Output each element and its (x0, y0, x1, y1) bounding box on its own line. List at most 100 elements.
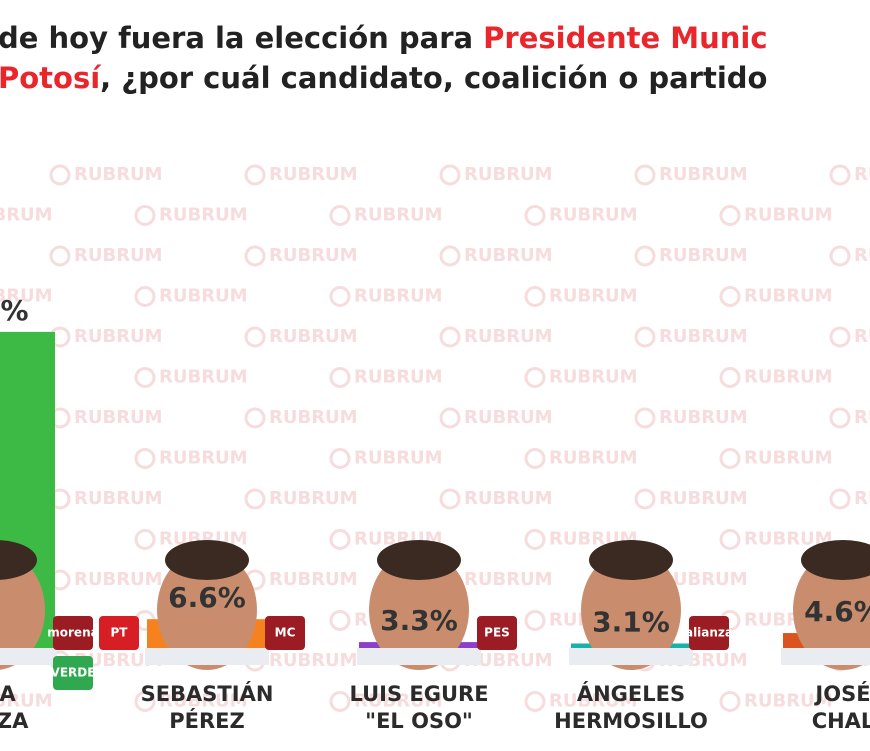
watermark-icon (134, 529, 156, 550)
candidate-name: JOSÉ CHAL (812, 681, 870, 733)
watermark: RUBRUM (659, 164, 748, 185)
watermark: RUBRUM (159, 286, 248, 307)
watermark: RUBRUM (74, 488, 163, 509)
value-label: 3.3% (380, 604, 458, 637)
candidate-photo (0, 550, 45, 670)
title-line: Potosí, ¿por cuál candidato, coalición o… (0, 61, 767, 95)
watermark: RUBRUM (159, 205, 248, 226)
watermark-icon (719, 529, 741, 550)
watermark-icon (524, 529, 546, 550)
watermark: RUBRUM (659, 407, 748, 428)
watermark-icon (634, 326, 656, 348)
watermark-icon (439, 245, 461, 267)
candidate-shirt (0, 648, 57, 665)
watermark: RUBRUM (464, 326, 553, 347)
watermark: RUBRUM (549, 367, 638, 388)
watermark: RUBRUM (0, 205, 53, 226)
watermark: RUBRUM (659, 569, 748, 590)
watermark: RUBRUM (74, 650, 163, 671)
value-label: 4.6% (804, 595, 870, 628)
watermark-icon (719, 367, 741, 388)
watermark-icon (134, 367, 156, 388)
watermark-icon (829, 488, 851, 510)
watermark: RUBRUM (269, 488, 358, 509)
candidate-shirt (145, 648, 269, 665)
watermark-icon (719, 286, 741, 307)
watermark: RUBRUM (854, 488, 870, 509)
watermark: RUBRUM (744, 286, 833, 307)
candidate-photo (581, 550, 681, 670)
watermark-icon (524, 691, 546, 712)
watermark-icon (719, 691, 741, 712)
watermark-icon (524, 367, 546, 388)
watermark: RUBRUM (74, 164, 163, 185)
party-logo (53, 656, 93, 690)
watermark: RUBRUM (269, 650, 358, 671)
watermark-icon (634, 164, 656, 186)
candidate-hair (377, 540, 461, 580)
watermark-icon (829, 245, 851, 267)
title-line: de hoy fuera la elección para Presidente… (0, 21, 768, 55)
watermark-icon (329, 529, 351, 550)
watermark-icon (719, 205, 741, 226)
watermark-icon (49, 164, 71, 186)
watermark: RUBRUM (659, 488, 748, 509)
watermark: RUBRUM (464, 407, 553, 428)
party-logo (53, 616, 93, 650)
watermark: RUBRUM (464, 488, 553, 509)
candidate-name: ÁNGELES HERMOSILLO (554, 681, 708, 733)
watermark-icon (134, 448, 156, 469)
candidate-name: NIADOZA (0, 682, 29, 733)
watermark: RUBRUM (159, 691, 248, 712)
watermark: RUBRUM (74, 407, 163, 428)
watermark-icon (829, 164, 851, 186)
watermark-icon (439, 407, 461, 429)
watermark: RUBRUM (354, 691, 443, 712)
watermark-icon (439, 164, 461, 186)
party-logo-label: MC (275, 626, 296, 640)
watermark: RUBRUM (159, 367, 248, 388)
watermark-icon (524, 610, 546, 631)
watermark-icon (244, 407, 266, 429)
watermark: RUBRUM (354, 205, 443, 226)
watermark: RUBRUM (464, 245, 553, 266)
watermark: RUBRUM (74, 326, 163, 347)
party-logo-label: alianza (685, 626, 733, 640)
party-logo (689, 616, 729, 650)
watermark: RUBRUM (464, 569, 553, 590)
watermark: RUBRUM (269, 407, 358, 428)
watermark: RUBRUM (744, 205, 833, 226)
candidate-photo (157, 550, 257, 670)
watermark-icon (634, 488, 656, 510)
watermark-icon (524, 286, 546, 307)
watermark-icon (329, 286, 351, 307)
watermark: RUBRUM (74, 569, 163, 590)
watermark: RUBRUM (549, 691, 638, 712)
watermark: RUBRUM (744, 691, 833, 712)
watermark-icon (829, 407, 851, 429)
candidate-hair (589, 540, 673, 580)
watermark-icon (634, 245, 656, 267)
watermark: RUBRUM (854, 326, 870, 347)
watermark: RUBRUM (269, 245, 358, 266)
watermark-icon (49, 245, 71, 267)
watermark-icon (329, 691, 351, 712)
watermark-icon (244, 488, 266, 510)
watermark: RUBRUM (269, 326, 358, 347)
watermark: RUBRUM (744, 529, 833, 550)
watermark-icon (439, 326, 461, 348)
watermark-icon (329, 610, 351, 631)
candidate-hair (0, 540, 37, 580)
watermark-icon (134, 691, 156, 712)
watermark-icon (634, 407, 656, 429)
party-logo (477, 616, 517, 650)
watermark: RUBRUM (659, 245, 748, 266)
watermark-icon (524, 448, 546, 469)
watermark: RUBRUM (854, 164, 870, 185)
value-label: 3.1% (592, 605, 670, 638)
value-label: 48% (0, 294, 29, 327)
watermark: RUBRUM (0, 286, 53, 307)
watermark-icon (329, 367, 351, 388)
candidate-photo (369, 550, 469, 670)
